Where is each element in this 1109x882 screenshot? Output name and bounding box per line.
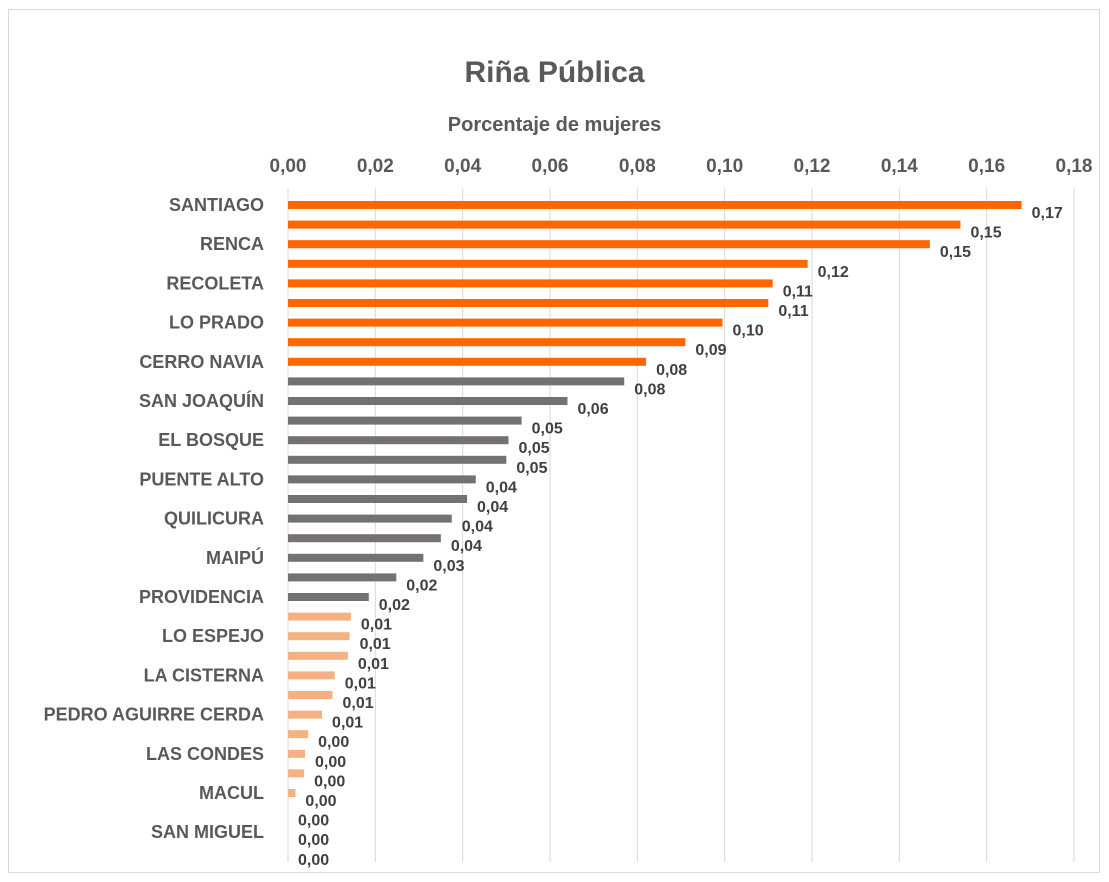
chart-title: Riña Pública (464, 56, 645, 89)
bar (288, 789, 296, 797)
data-label: 0,02 (406, 577, 437, 594)
data-label: 0,15 (970, 225, 1001, 242)
category-label: SAN JOAQUÍN (139, 390, 264, 411)
category-label: PROVIDENCIA (139, 587, 264, 607)
x-tick-label: 0,16 (968, 156, 1005, 177)
bar (288, 691, 333, 699)
bar (288, 495, 468, 503)
data-label: 0,01 (360, 636, 391, 653)
category-label: QUILICURA (164, 509, 264, 529)
data-label: 0,01 (361, 617, 392, 634)
data-label: 0,03 (433, 558, 464, 575)
data-label: 0,05 (516, 460, 547, 477)
category-label: MAIPÚ (206, 547, 264, 568)
data-label: 0,15 (940, 244, 971, 261)
data-label: 0,08 (634, 381, 665, 398)
data-label: 0,01 (345, 675, 376, 692)
category-label: SAN MIGUEL (151, 822, 264, 842)
data-label: 0,01 (343, 695, 374, 712)
bar (288, 632, 350, 641)
bar (288, 436, 509, 445)
category-label: PEDRO AGUIRRE CERDA (44, 705, 264, 725)
data-label: 0,04 (462, 519, 493, 536)
data-label: 0,11 (778, 303, 808, 320)
category-label: LO PRADO (169, 313, 264, 333)
data-label: 0,04 (486, 479, 517, 496)
bar (288, 338, 686, 347)
data-label: 0,00 (298, 852, 329, 869)
data-label: 0,01 (358, 656, 389, 673)
bar (288, 397, 568, 405)
x-tick-label: 0,00 (270, 156, 307, 177)
x-tick-label: 0,02 (357, 156, 394, 177)
data-label: 0,00 (315, 754, 346, 771)
x-tick-label: 0,04 (444, 156, 481, 177)
data-label: 0,10 (732, 323, 763, 340)
data-label: 0,12 (818, 264, 849, 281)
data-label: 0,17 (1032, 205, 1063, 222)
x-tick-label: 0,10 (706, 156, 743, 177)
bar (288, 455, 507, 464)
category-label: PUENTE ALTO (139, 469, 264, 489)
bar (288, 279, 773, 288)
category-label: MACUL (199, 783, 264, 803)
data-label: 0,09 (695, 342, 726, 359)
data-label: 0,02 (379, 597, 410, 614)
x-tick-label: 0,06 (532, 156, 569, 177)
bar (288, 534, 441, 543)
bar (288, 651, 348, 660)
bar (288, 475, 476, 484)
bar (288, 201, 1022, 209)
bar (288, 416, 522, 425)
bar (288, 240, 930, 249)
bar (288, 259, 808, 268)
bar (288, 749, 306, 758)
bar (288, 671, 335, 680)
x-axis-title: Porcentaje de mujeres (447, 114, 662, 136)
chart-frame (8, 9, 1100, 873)
bar (288, 357, 647, 366)
bar (288, 710, 323, 719)
x-tick-label: 0,08 (619, 156, 656, 177)
data-label: 0,00 (305, 793, 336, 810)
data-label: 0,00 (298, 813, 329, 830)
data-label: 0,11 (783, 283, 813, 300)
bar (288, 730, 309, 739)
data-label: 0,04 (477, 499, 508, 516)
category-label: RECOLETA (166, 273, 264, 293)
data-label: 0,00 (298, 832, 329, 849)
bar (288, 573, 397, 582)
data-label: 0,00 (318, 734, 349, 751)
bar (288, 299, 769, 307)
x-tick-label: 0,18 (1056, 156, 1093, 177)
data-label: 0,05 (519, 440, 550, 457)
data-label: 0,05 (532, 421, 563, 438)
category-label: LO ESPEJO (162, 626, 264, 646)
category-label: SANTIAGO (169, 195, 264, 215)
x-tick-label: 0,12 (794, 156, 831, 177)
bar (288, 514, 452, 523)
data-label: 0,00 (314, 773, 345, 790)
category-label: CERRO NAVIA (139, 352, 264, 372)
category-label: EL BOSQUE (158, 430, 264, 450)
data-label: 0,01 (332, 715, 363, 732)
data-label: 0,04 (451, 538, 482, 555)
bar (288, 318, 723, 327)
bar (288, 593, 369, 601)
x-tick-label: 0,14 (881, 156, 918, 177)
category-label: LAS CONDES (146, 744, 264, 764)
bar (288, 553, 424, 562)
bar (288, 377, 625, 386)
bar (288, 612, 351, 621)
bar (288, 769, 305, 778)
data-label: 0,08 (656, 362, 687, 379)
data-label: 0,06 (577, 401, 608, 418)
category-label: LA CISTERNA (144, 665, 264, 685)
category-label: RENCA (200, 234, 264, 254)
bar (288, 220, 961, 229)
